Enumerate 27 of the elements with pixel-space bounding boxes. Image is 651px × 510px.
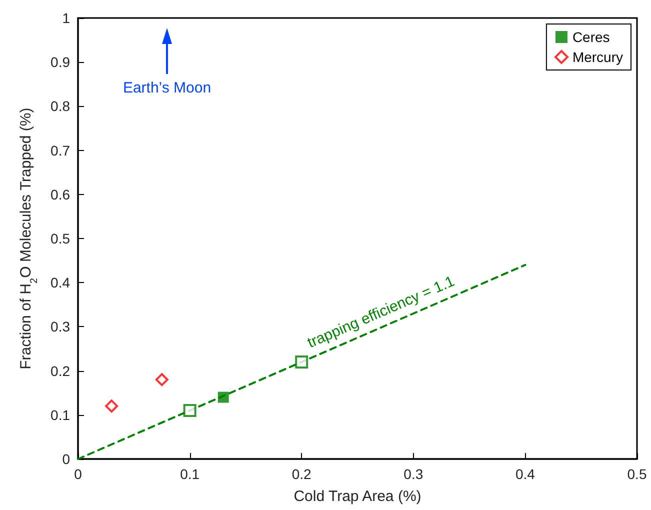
y-tick-label: 0.1 (50, 406, 70, 423)
point (218, 392, 229, 403)
y-tick-label: 0 (62, 451, 70, 467)
legend-label: Mercury (572, 49, 624, 65)
x-tick-label: 0.5 (627, 466, 647, 482)
y-tick-label: 0.6 (50, 186, 70, 202)
y-tick-label: 0.8 (50, 98, 70, 114)
point (183, 404, 196, 417)
y-tick-label: 0.5 (50, 230, 70, 246)
y-tick-label: 0.4 (50, 274, 70, 291)
point (155, 373, 168, 386)
x-tick-label: 0 (74, 466, 82, 482)
y-tick-label: 0.2 (50, 362, 70, 379)
y-tick-label: 1 (62, 10, 70, 26)
y-tick-label: 0.9 (50, 54, 70, 70)
x-tick-label: 0.2 (292, 466, 312, 482)
point (295, 355, 308, 368)
y-tick-label: 0.7 (50, 142, 70, 158)
x-tick-label: 0.4 (515, 466, 536, 482)
annotation: Earth’s Moon (122, 80, 212, 96)
x-tick-label: 0.3 (404, 466, 424, 482)
point (105, 400, 118, 413)
legend-label: Ceres (572, 29, 610, 45)
y-tick-label: 0.3 (50, 318, 70, 335)
x-tick-label: 0.1 (180, 466, 200, 482)
y-axis-title: Fraction of H2O Molecules Trapped (%) (18, 108, 40, 370)
x-axis-title: Cold Trap Area (%) (294, 488, 422, 505)
